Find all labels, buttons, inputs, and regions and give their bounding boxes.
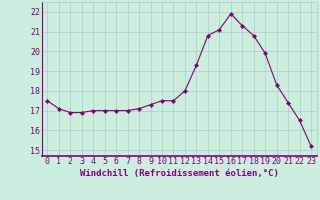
X-axis label: Windchill (Refroidissement éolien,°C): Windchill (Refroidissement éolien,°C) <box>80 169 279 178</box>
